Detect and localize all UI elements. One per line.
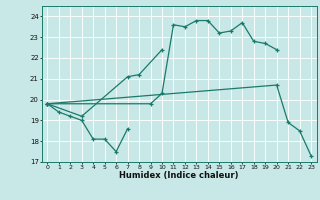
X-axis label: Humidex (Indice chaleur): Humidex (Indice chaleur) bbox=[119, 171, 239, 180]
